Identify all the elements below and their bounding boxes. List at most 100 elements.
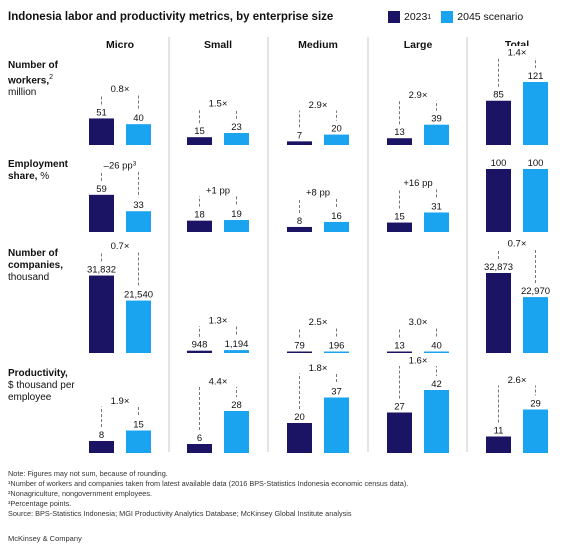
bar-2023-workers-micro xyxy=(89,118,114,145)
label-2023-employment-share-medium: 8 xyxy=(297,216,302,227)
change-label-workers-micro: 0.8× xyxy=(111,84,130,95)
bar-2045-employment-share-large xyxy=(424,212,449,232)
bar-2023-productivity-micro xyxy=(89,441,114,453)
label-2045-employment-share-large: 31 xyxy=(431,201,442,212)
label-2045-companies-small: 1,194 xyxy=(225,339,249,350)
label-2023-employment-share-micro: 59 xyxy=(96,184,107,195)
change-bracket-workers-total xyxy=(498,51,536,87)
bar-2023-productivity-small xyxy=(187,444,212,453)
bar-2045-productivity-medium xyxy=(324,397,349,453)
bar-2045-companies-total xyxy=(523,297,548,353)
label-2023-workers-medium: 7 xyxy=(297,130,302,141)
change-bracket-companies-total xyxy=(498,242,536,284)
column-header-micro: Micro xyxy=(105,39,134,51)
change-label-companies-total: 0.7× xyxy=(508,239,527,250)
label-2045-companies-total: 22,970 xyxy=(521,286,550,297)
change-bracket-companies-large xyxy=(399,321,437,338)
change-bracket-employment-share-micro xyxy=(101,164,139,198)
change-label-workers-small: 1.5× xyxy=(209,99,228,110)
bar-2045-productivity-total xyxy=(523,409,548,453)
bar-2045-productivity-large xyxy=(424,390,449,453)
label-2023-employment-share-small: 18 xyxy=(194,210,205,221)
bar-2023-companies-large xyxy=(387,351,412,353)
label-2045-workers-large: 39 xyxy=(431,114,442,125)
bar-2023-workers-small xyxy=(187,137,212,145)
change-label-productivity-large: 1.6× xyxy=(409,356,428,367)
change-label-productivity-small: 4.4× xyxy=(209,377,228,388)
bar-2023-workers-medium xyxy=(287,141,312,145)
change-label-companies-small: 1.3× xyxy=(209,316,228,327)
bar-2023-companies-micro xyxy=(89,275,114,353)
row-label-workers-title: Number of workers, xyxy=(8,60,58,87)
label-2045-employment-share-medium: 16 xyxy=(331,211,342,222)
bar-2023-employment-share-small xyxy=(187,220,212,232)
column-header-small: Small xyxy=(203,39,232,51)
label-2023-productivity-large: 27 xyxy=(394,402,405,413)
change-label-workers-large: 2.9× xyxy=(409,90,428,101)
legend-swatch-2023 xyxy=(388,11,400,23)
bar-2045-productivity-micro xyxy=(126,430,151,453)
label-2023-productivity-micro: 8 xyxy=(99,430,104,441)
bar-chart-grid: 51 40 0.8× 15 23 1.5× 7 20 2.9× 13 39 2.9× 85 121 1.4×… xyxy=(87,37,550,453)
label-2023-companies-micro: 31,832 xyxy=(87,265,116,276)
label-2023-productivity-total: 11 xyxy=(494,426,504,437)
bar-2045-workers-micro xyxy=(126,124,151,145)
bar-2023-employment-share-micro xyxy=(89,194,114,232)
bar-2023-employment-share-large xyxy=(387,222,412,232)
change-label-bg-workers-total xyxy=(498,46,536,58)
legend-item-2045: 2045 scenario xyxy=(441,11,523,23)
change-label-bg-productivity-total xyxy=(498,373,536,386)
label-2045-productivity-total: 29 xyxy=(530,399,541,410)
footer-brand: McKinsey & Company xyxy=(8,534,82,543)
row-label-productivity-unit: $ thousand per employee xyxy=(8,380,75,403)
label-2023-employment-share-total: 100 xyxy=(491,158,507,169)
row-label-workers: Number of workers,2 million xyxy=(8,60,70,99)
bar-2045-employment-share-micro xyxy=(126,211,151,232)
legend-label-2045: 2045 scenario xyxy=(457,11,524,23)
change-bracket-employment-share-medium xyxy=(299,191,337,213)
change-bracket-companies-medium xyxy=(299,321,337,338)
row-label-workers-unit: million xyxy=(8,87,37,99)
label-2045-workers-micro: 40 xyxy=(133,113,144,124)
change-label-bg-employment-share-small xyxy=(199,184,237,197)
note-rounding: Note: Figures may not sum, because of ro… xyxy=(8,469,168,478)
change-label-bg-workers-small xyxy=(199,97,237,110)
change-label-bg-employment-share-micro xyxy=(101,158,139,171)
change-label-bg-companies-small xyxy=(199,314,237,327)
label-2045-companies-micro: 21,540 xyxy=(124,290,153,301)
label-2023-workers-large: 13 xyxy=(394,127,405,138)
row-label-workers-footnote: 2 xyxy=(49,74,54,81)
row-label-companies-title: Number of companies, xyxy=(8,248,64,271)
change-label-employment-share-medium: +8 pp xyxy=(306,187,330,198)
bar-2023-workers-large xyxy=(387,138,412,145)
legend: 2023 1 2045 scenario xyxy=(388,11,533,23)
label-2045-companies-medium: 196 xyxy=(329,341,345,352)
row-label-employment-share-title: Employment share, xyxy=(8,159,69,182)
label-2023-productivity-small: 6 xyxy=(197,433,202,444)
chart-title: Indonesia labor and productivity metrics… xyxy=(8,11,334,23)
note-source: Source: BPS-Statistics Indonesia; MGI Pr… xyxy=(8,509,352,518)
label-2023-workers-total: 85 xyxy=(493,90,504,101)
label-2023-productivity-medium: 20 xyxy=(294,412,305,423)
bar-2045-companies-micro xyxy=(126,300,151,353)
legend-item-2023: 2023 1 xyxy=(388,11,431,23)
label-2023-workers-small: 15 xyxy=(194,126,205,137)
change-label-productivity-micro: 1.9× xyxy=(111,396,130,407)
row-label-employment-share-unit: % xyxy=(40,171,50,182)
bar-2045-workers-small xyxy=(224,133,249,145)
change-bracket-employment-share-large xyxy=(399,181,437,209)
footnotes: Note: Figures may not sum, because of ro… xyxy=(8,469,408,519)
bar-2023-productivity-medium xyxy=(287,423,312,453)
change-label-bg-employment-share-medium xyxy=(299,185,337,198)
label-2045-workers-small: 23 xyxy=(231,122,242,133)
label-2045-productivity-medium: 37 xyxy=(331,387,342,398)
bar-2023-companies-medium xyxy=(287,351,312,353)
change-label-bg-companies-medium xyxy=(299,315,337,328)
label-2023-workers-micro: 51 xyxy=(96,107,107,118)
label-2023-employment-share-large: 15 xyxy=(394,212,405,223)
label-2023-companies-medium: 79 xyxy=(294,341,305,352)
label-2045-productivity-micro: 15 xyxy=(133,420,144,431)
bar-2045-employment-share-total xyxy=(523,169,548,232)
label-2045-workers-medium: 20 xyxy=(331,124,342,135)
label-2045-productivity-large: 42 xyxy=(431,379,442,390)
